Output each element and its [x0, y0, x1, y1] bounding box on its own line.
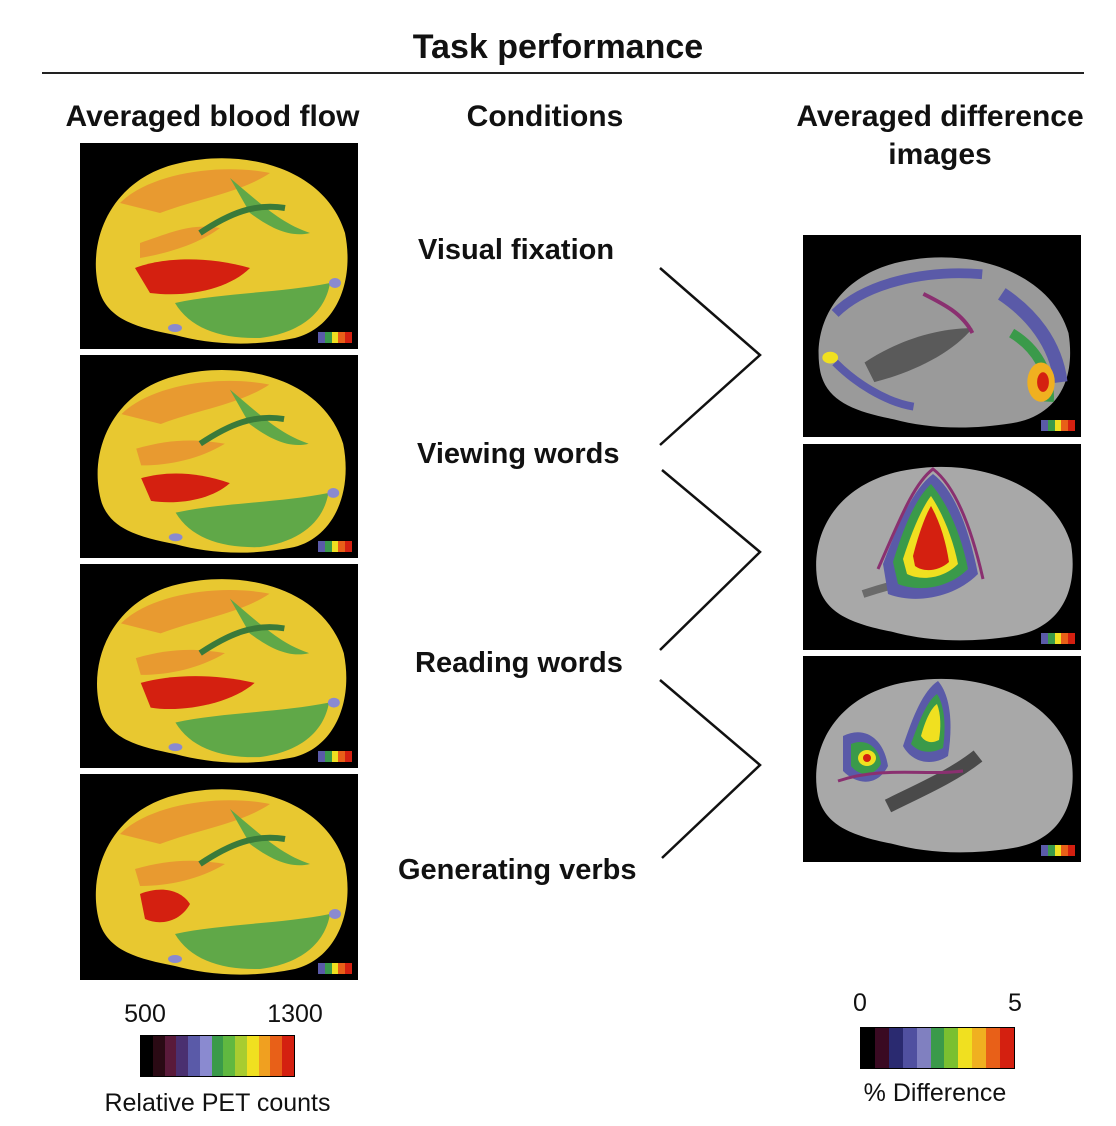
pet-brain-image — [80, 564, 358, 768]
colorbar-segment — [944, 1028, 959, 1068]
colorbar-segment — [861, 1028, 875, 1068]
difference-brain-image — [803, 656, 1081, 862]
colorbar-segment — [282, 1036, 294, 1076]
colorbar-segment — [235, 1036, 247, 1076]
mini-colorbar — [1041, 420, 1075, 431]
pet-colorbar — [140, 1035, 295, 1077]
colorbar-segment — [972, 1028, 987, 1068]
colorbar-segment — [199, 1036, 212, 1076]
colorbar-segment — [152, 1036, 165, 1076]
colorbar-segment — [270, 1036, 283, 1076]
diff-colorbar — [860, 1027, 1015, 1069]
colorbar-segment — [874, 1028, 889, 1068]
colorbar-segment — [246, 1036, 259, 1076]
diff-scale-max: 5 — [1008, 989, 1022, 1017]
connector-fixation-viewing — [659, 267, 762, 446]
pet-scale-caption: Relative PET counts — [104, 1089, 331, 1117]
colorbar-segment — [258, 1036, 271, 1076]
colorbar-segment — [986, 1028, 1001, 1068]
condition-generating-verbs: Generating verbs — [398, 854, 637, 886]
colorbar-segment — [188, 1036, 200, 1076]
colorbar-segment — [916, 1028, 931, 1068]
title-divider — [42, 72, 1084, 74]
connector-viewing-reading — [659, 469, 762, 651]
colorbar-segment — [902, 1028, 917, 1068]
colorbar-segment — [1000, 1028, 1014, 1068]
pet-brain-image — [80, 355, 358, 558]
mini-colorbar — [1041, 845, 1075, 856]
mini-colorbar — [318, 541, 352, 552]
heading-diff-line1: Averaged difference — [796, 100, 1084, 133]
heading-averaged-difference-images: Averaged difference images — [770, 98, 1110, 174]
colorbar-segment — [164, 1036, 177, 1076]
pet-brain-image — [80, 774, 358, 980]
mini-colorbar — [318, 332, 352, 343]
diff-scale-caption: % Difference — [863, 1079, 1007, 1107]
figure-title: Task performance — [412, 28, 704, 66]
connector-reading-generating — [659, 679, 762, 859]
diff-scale-min: 0 — [853, 989, 867, 1017]
pet-brain-image — [80, 143, 358, 349]
mini-colorbar — [318, 963, 352, 974]
condition-viewing-words: Viewing words — [417, 438, 620, 470]
mini-colorbar — [1041, 633, 1075, 644]
colorbar-segment — [211, 1036, 224, 1076]
difference-brain-image — [803, 235, 1081, 437]
mini-colorbar — [318, 751, 352, 762]
colorbar-segment — [141, 1036, 153, 1076]
pet-scale-min: 500 — [124, 1000, 166, 1028]
pet-scale-max: 1300 — [267, 1000, 323, 1028]
heading-conditions: Conditions — [466, 100, 624, 133]
condition-visual-fixation: Visual fixation — [418, 234, 615, 266]
heading-diff-line2: images — [888, 138, 992, 171]
colorbar-segment — [958, 1028, 973, 1068]
colorbar-segment — [930, 1028, 945, 1068]
colorbar-segment — [223, 1036, 236, 1076]
colorbar-segment — [888, 1028, 903, 1068]
difference-brain-image — [803, 444, 1081, 650]
heading-averaged-blood-flow: Averaged blood flow — [65, 100, 360, 133]
colorbar-segment — [176, 1036, 189, 1076]
condition-reading-words: Reading words — [415, 647, 623, 679]
